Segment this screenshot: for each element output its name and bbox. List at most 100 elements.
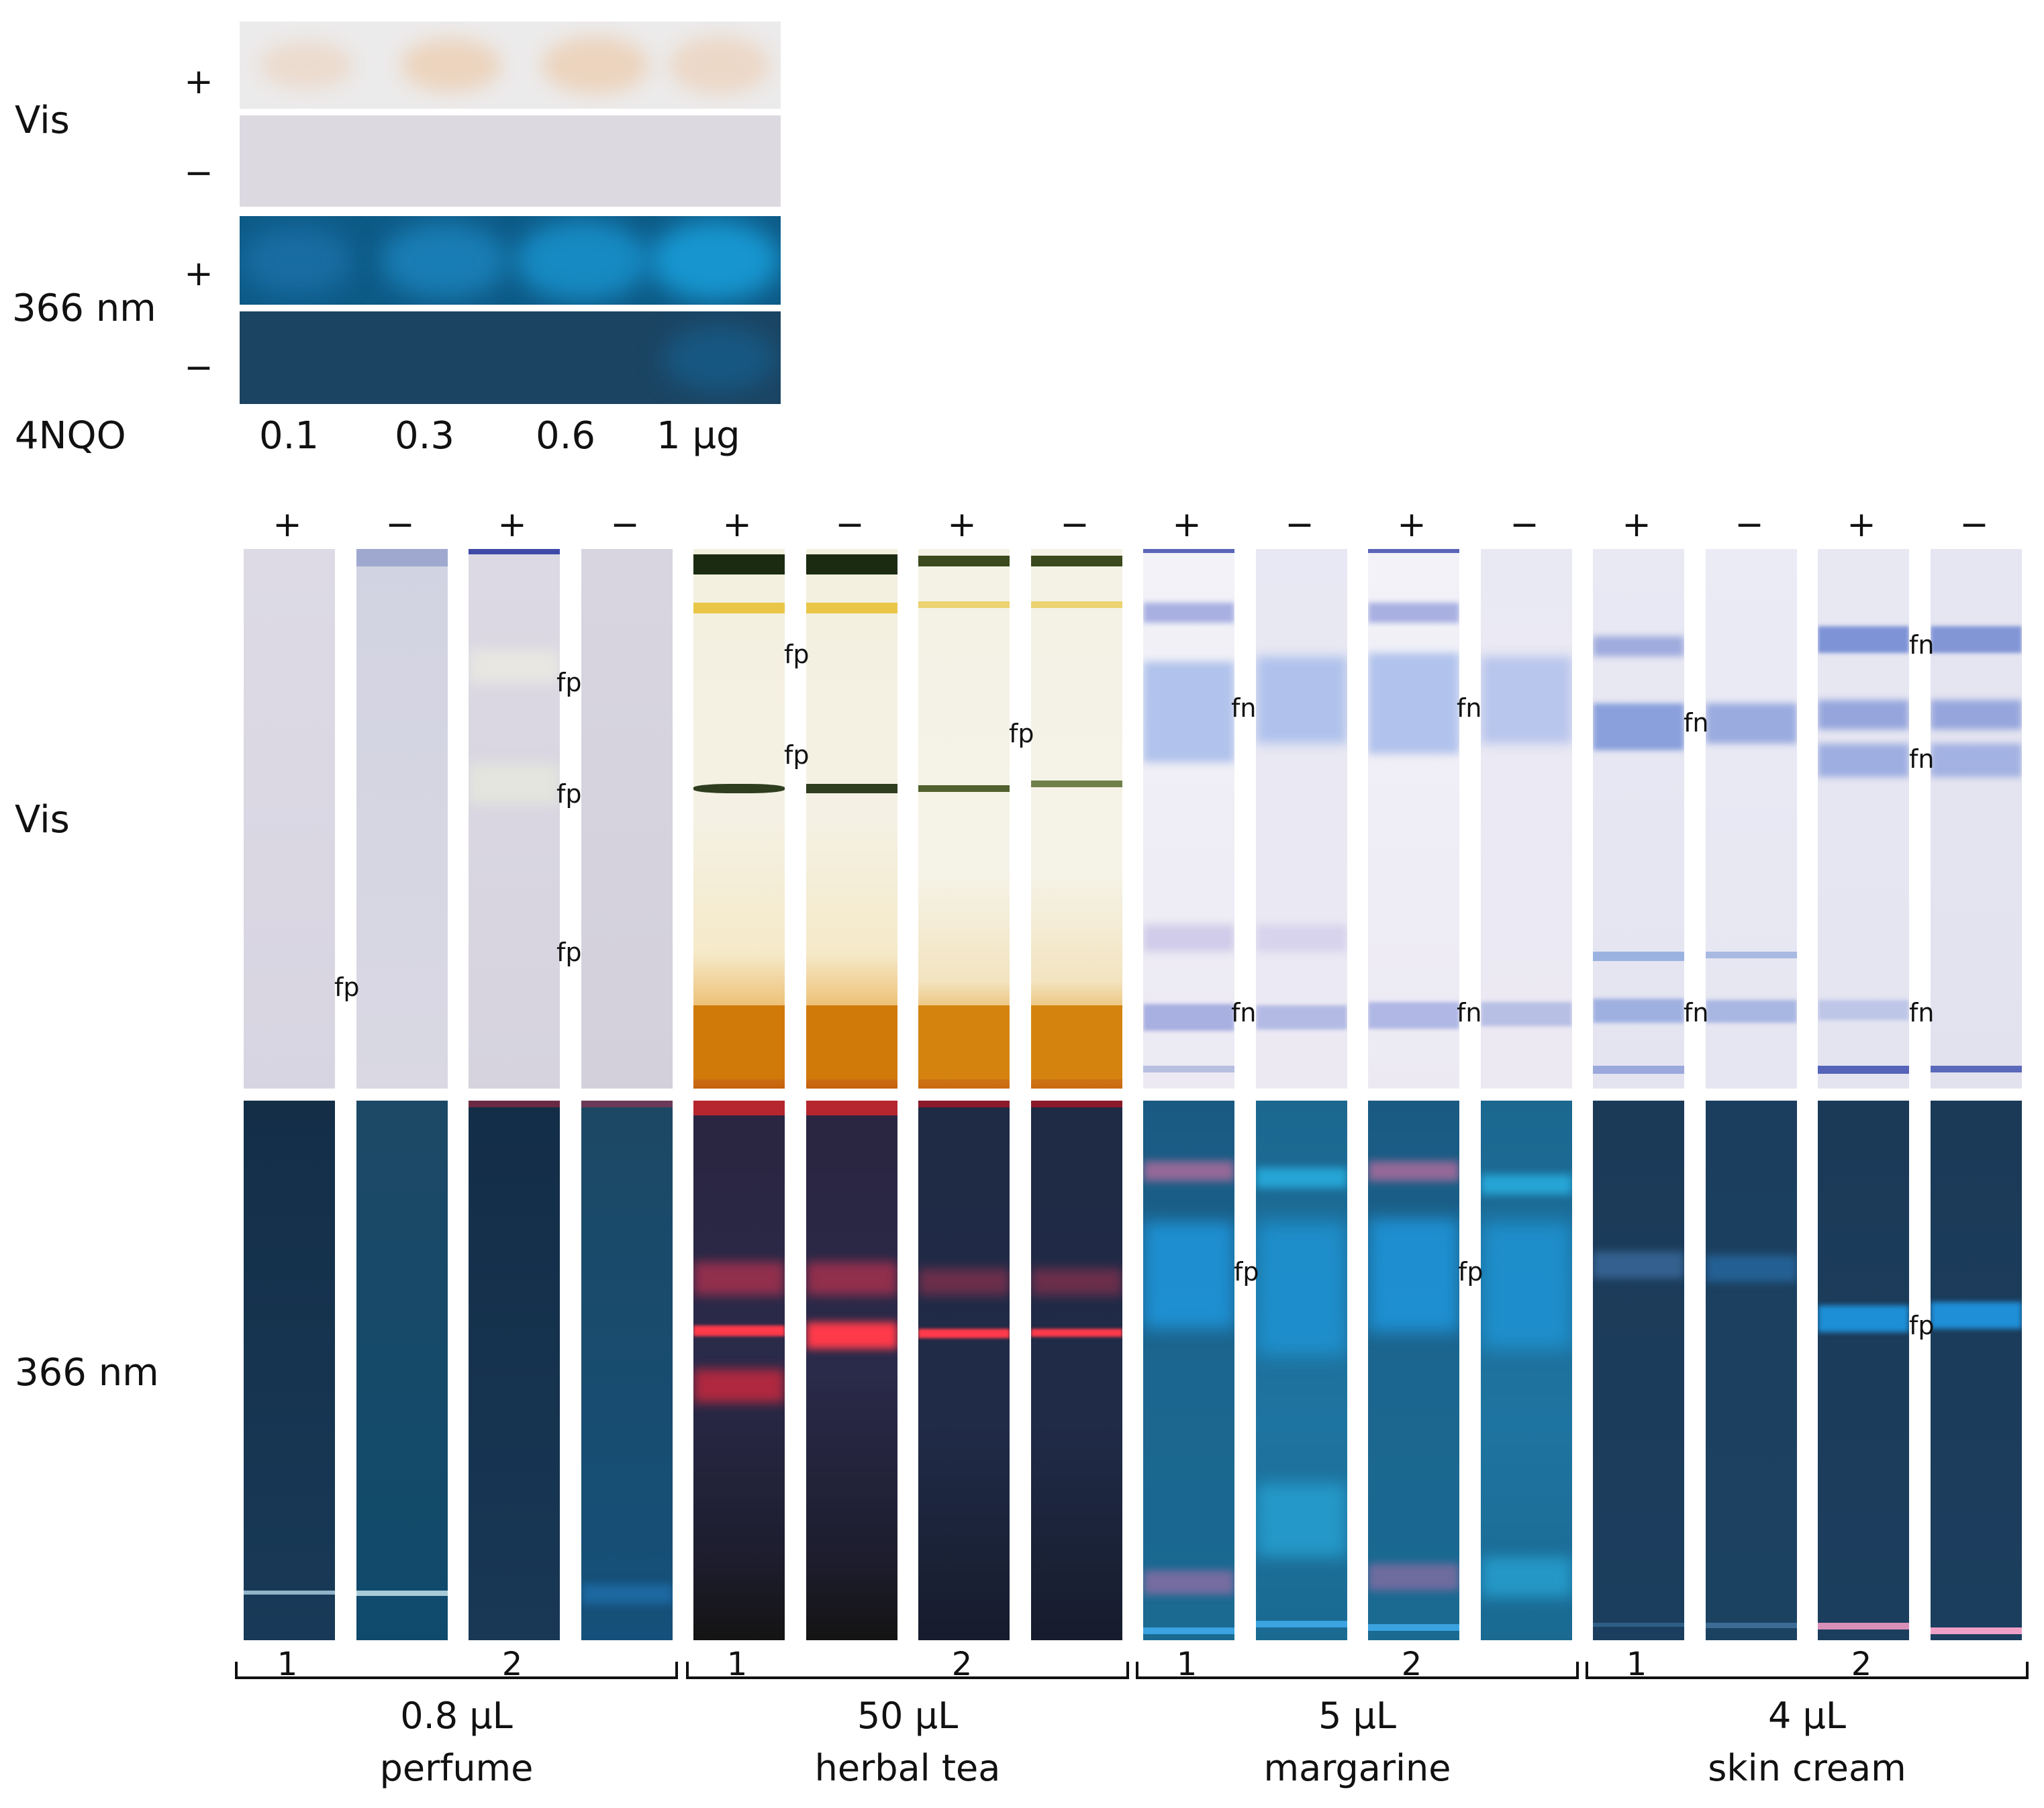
spot-band — [1368, 1564, 1459, 1591]
uv-strip-margarine-2-plus — [1368, 1101, 1459, 1640]
group-caption-margarine: 5 µL margarine — [1156, 1690, 1559, 1795]
vis-strip-skin-cream-1-minus — [1706, 549, 1797, 1089]
reference-vis-label: Vis — [15, 99, 70, 142]
spot-band — [806, 1322, 897, 1349]
reference-amount: 0.6 — [536, 414, 596, 458]
lane-sign: + — [1397, 505, 1426, 545]
reference-spot — [515, 220, 649, 301]
uv-strip-margarine-1-minus — [1256, 1101, 1347, 1640]
spot-band — [1143, 1570, 1234, 1595]
reference-amount: 0.1 — [259, 414, 320, 458]
annotation-fn: fn — [1231, 693, 1257, 723]
reference-spot — [649, 220, 781, 301]
reference-spot — [381, 223, 508, 298]
spot-band — [693, 554, 785, 574]
lane-sign: − — [385, 505, 415, 545]
annotation-fp: fp — [1909, 1311, 1935, 1340]
sample-number: 2 — [951, 1646, 973, 1683]
annotation-fn: fn — [1684, 708, 1709, 738]
vis-strip-skin-cream-2-plus — [1818, 549, 1909, 1089]
uv-strip-skin-cream-1-minus — [1706, 1101, 1797, 1640]
lane-sign: − — [1060, 505, 1089, 545]
group-volume: 5 µL — [1318, 1695, 1396, 1737]
spot-band — [1706, 1623, 1797, 1628]
spot-band — [469, 650, 560, 683]
spot-band — [1931, 700, 2022, 730]
lane-sign: + — [497, 505, 527, 545]
spot-band — [1031, 1329, 1122, 1337]
spot-band — [1256, 1221, 1347, 1356]
uv-strip-margarine-1-plus — [1143, 1101, 1234, 1640]
spot-band — [1031, 1101, 1122, 1107]
spot-band — [1818, 1623, 1909, 1629]
spot-band — [1931, 1302, 2022, 1329]
vis-strip-herbal-tea-2-minus — [1031, 549, 1122, 1089]
vis-strip-herbal-tea-1-minus — [806, 549, 897, 1089]
reference-uv-label: 366 nm — [12, 287, 156, 330]
spot-band — [693, 1262, 785, 1295]
spot-band — [1931, 626, 2022, 653]
annotation-fp: fp — [1234, 1257, 1259, 1287]
sample-number: 2 — [1851, 1646, 1872, 1683]
spot-band — [1481, 1221, 1572, 1349]
spot-band — [1818, 1000, 1909, 1020]
spot-band — [581, 1101, 673, 1107]
lane-sign: + — [722, 505, 752, 545]
spot-band — [1256, 1168, 1347, 1188]
reference-sign-vis-plus: + — [184, 62, 213, 102]
spot-band — [806, 1005, 897, 1079]
lane-sign: − — [1510, 505, 1539, 545]
spot-band — [1818, 626, 1909, 653]
reference-spot — [401, 38, 501, 92]
spot-band — [1931, 1627, 2022, 1634]
spot-band — [1031, 601, 1122, 608]
sample-number: 1 — [726, 1646, 748, 1683]
spot-band — [1368, 1218, 1459, 1332]
spot-band — [1593, 703, 1684, 750]
reference-vis-minus-strip — [240, 115, 781, 207]
spot-band — [693, 784, 785, 793]
reference-amount: 0.3 — [395, 414, 455, 458]
reference-uv-minus-strip — [240, 311, 781, 404]
vis-strip-perfume-1-minus — [356, 549, 448, 1089]
spot-band — [918, 601, 1010, 608]
sample-number: 1 — [277, 1646, 298, 1683]
uv-strip-perfume-2-plus — [469, 1101, 560, 1640]
vis-strip-herbal-tea-2-plus — [918, 549, 1010, 1089]
group-matrix: margarine — [1263, 1747, 1451, 1790]
spot-band — [356, 549, 448, 566]
sample-number: 2 — [1401, 1646, 1422, 1683]
reference-vis-plus-strip — [240, 21, 781, 109]
spot-band — [693, 1369, 785, 1403]
spot-band — [693, 603, 785, 613]
spot-band — [1256, 925, 1347, 952]
bracket-margarine — [1136, 1662, 1579, 1679]
group-caption-herbal-tea: 50 µL herbal tea — [706, 1690, 1109, 1795]
spot-band — [1593, 1066, 1684, 1074]
spot-band — [918, 1268, 1010, 1295]
spot-band — [1818, 1066, 1909, 1074]
spot-band — [1931, 1066, 2022, 1072]
spot-band — [1256, 1621, 1347, 1627]
spot-band — [581, 1584, 673, 1604]
spot-band — [806, 1101, 897, 1115]
spot-band — [1818, 1305, 1909, 1332]
spot-band — [1143, 603, 1234, 623]
vis-strip-perfume-2-plus — [469, 549, 560, 1089]
spot-band — [806, 554, 897, 574]
group-volume: 4 µL — [1768, 1695, 1846, 1737]
spot-band — [1368, 603, 1459, 623]
spot-band — [1368, 1161, 1459, 1181]
spot-band — [1368, 1624, 1459, 1631]
group-matrix: skin cream — [1708, 1747, 1906, 1790]
spot-band — [1593, 636, 1684, 656]
lane-sign: − — [835, 505, 865, 545]
reference-sign-uv-minus: − — [184, 348, 213, 388]
group-volume: 0.8 µL — [400, 1695, 513, 1737]
spot-band — [1593, 952, 1684, 961]
lane-sign: + — [947, 505, 977, 545]
lane-sign: + — [273, 505, 302, 545]
spot-band — [1706, 1255, 1797, 1282]
annotation-fp: fp — [1009, 719, 1034, 748]
sample-number: 2 — [501, 1646, 523, 1683]
